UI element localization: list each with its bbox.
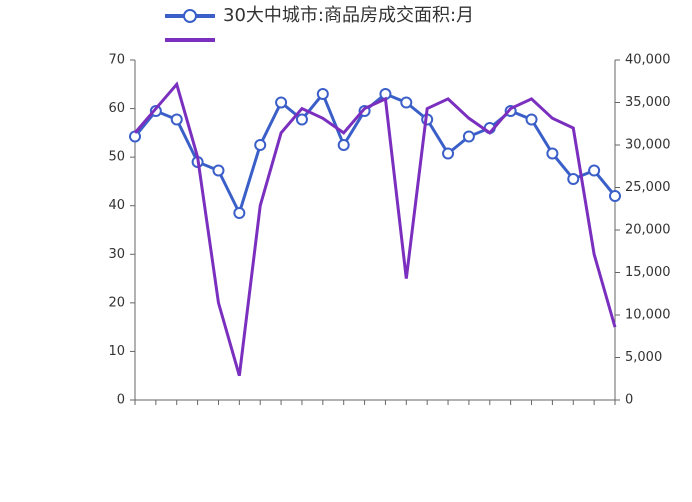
data-point (170, 113, 183, 126)
data-point (316, 88, 329, 100)
data-point (588, 164, 601, 177)
data-point (400, 96, 413, 109)
y2-tick-label: 5,000 (625, 350, 662, 365)
y2-tick-label: 15,000 (625, 265, 671, 280)
data-point (275, 96, 288, 109)
series-line (133, 81, 617, 377)
data-point (525, 113, 538, 126)
y2-tick-label: 10,000 (625, 308, 671, 323)
y-tick-label: 60 (108, 101, 125, 116)
y2-tick-label: 0 (625, 393, 633, 408)
data-point (546, 147, 559, 160)
y-tick-label: 0 (117, 393, 125, 408)
data-point (233, 207, 246, 219)
data-point (337, 139, 350, 151)
y2-tick-label: 40,000 (625, 53, 671, 68)
y2-tick-label: 35,000 (625, 95, 671, 110)
y-tick-label: 70 (108, 53, 125, 68)
y-tick-label: 20 (108, 295, 125, 310)
data-point (212, 164, 225, 177)
legend-marker (183, 9, 197, 23)
data-point (442, 147, 455, 160)
data-point (567, 173, 580, 185)
data-point (129, 130, 141, 143)
data-point (295, 113, 308, 126)
legend-label: 30大中城市:商品房成交面积:月 (223, 5, 474, 26)
y2-tick-label: 30,000 (625, 138, 671, 153)
y-tick-label: 10 (108, 344, 125, 359)
data-point (254, 139, 267, 151)
y2-tick-label: 25,000 (625, 180, 671, 195)
series-line (133, 91, 617, 218)
data-point (462, 130, 475, 143)
y-tick-label: 30 (108, 247, 125, 262)
y-tick-label: 50 (108, 150, 125, 165)
data-point (609, 190, 621, 202)
y2-tick-label: 20,000 (625, 223, 671, 238)
y-tick-label: 40 (108, 198, 125, 213)
